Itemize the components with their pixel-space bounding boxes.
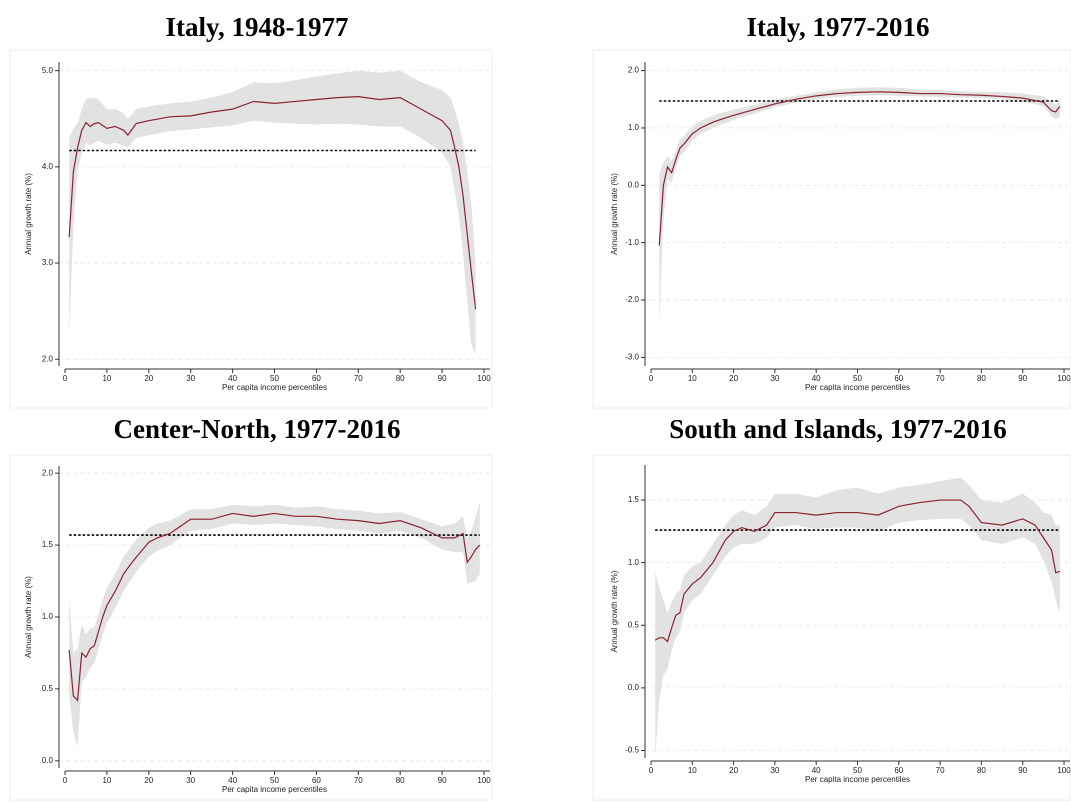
y-tick-label: 1.0 bbox=[628, 123, 640, 132]
y-tick-label: 1.5 bbox=[628, 495, 640, 504]
y-tick-label: 0.0 bbox=[628, 683, 640, 692]
x-tick-label: 70 bbox=[936, 766, 945, 775]
y-tick-label: 5.0 bbox=[42, 66, 54, 75]
x-tick-label: 50 bbox=[270, 374, 279, 383]
panel-title: South and Islands, 1977-2016 bbox=[669, 414, 1007, 444]
y-tick-label: 1.0 bbox=[42, 612, 54, 621]
x-tick-label: 10 bbox=[102, 776, 111, 785]
x-tick-label: 40 bbox=[228, 776, 237, 785]
panel-title: Center-North, 1977-2016 bbox=[114, 414, 401, 444]
x-tick-label: 70 bbox=[354, 374, 363, 383]
y-tick-label: 0.0 bbox=[628, 180, 640, 189]
x-tick-label: 20 bbox=[729, 374, 738, 383]
x-tick-label: 100 bbox=[477, 374, 491, 383]
x-tick-label: 70 bbox=[936, 374, 945, 383]
x-tick-label: 90 bbox=[438, 374, 447, 383]
x-tick-label: 10 bbox=[688, 766, 697, 775]
confidence-band bbox=[69, 501, 480, 747]
y-tick-label: -1.0 bbox=[625, 238, 639, 247]
x-tick-label: 100 bbox=[477, 776, 491, 785]
x-tick-label: 50 bbox=[270, 776, 279, 785]
panel: Italy, 1977-2016 -3.0 -2.0 -1.0 0.0 1.0 2.0 0 10… bbox=[592, 12, 1071, 409]
y-axis-label: Annual growth rate (%) bbox=[610, 570, 619, 652]
x-tick-label: 60 bbox=[312, 776, 321, 785]
x-tick-label: 10 bbox=[688, 374, 697, 383]
y-tick-label: 3.0 bbox=[42, 258, 54, 267]
y-tick-label: -3.0 bbox=[625, 353, 639, 362]
x-tick-label: 0 bbox=[63, 776, 68, 785]
growth-curve bbox=[658, 91, 1061, 246]
x-tick-label: 80 bbox=[396, 374, 405, 383]
x-tick-label: 30 bbox=[770, 374, 779, 383]
y-tick-label: 0.5 bbox=[628, 620, 640, 629]
x-tick-label: 20 bbox=[144, 374, 153, 383]
y-axis-label: Annual growth rate (%) bbox=[24, 576, 33, 658]
x-tick-label: 80 bbox=[977, 374, 986, 383]
x-tick-label: 90 bbox=[438, 776, 447, 785]
y-tick-label: 4.0 bbox=[42, 162, 54, 171]
x-tick-label: 20 bbox=[144, 776, 153, 785]
panel-title: Italy, 1948-1977 bbox=[165, 12, 348, 42]
x-tick-label: 60 bbox=[312, 374, 321, 383]
x-axis-label: Per capita income percentiles bbox=[222, 383, 327, 392]
confidence-band bbox=[655, 477, 1060, 757]
panel: Center-North, 1977-2016 0.0 0.5 1.0 1.5 2.0 0 1… bbox=[9, 414, 493, 801]
x-tick-label: 80 bbox=[396, 776, 405, 785]
x-tick-label: 40 bbox=[812, 374, 821, 383]
x-tick-label: 60 bbox=[894, 374, 903, 383]
x-tick-label: 40 bbox=[228, 374, 237, 383]
growth-curve bbox=[654, 499, 1061, 643]
x-tick-label: 100 bbox=[1057, 374, 1071, 383]
x-tick-label: 40 bbox=[812, 766, 821, 775]
x-tick-label: 0 bbox=[649, 374, 654, 383]
y-tick-label: 2.0 bbox=[42, 468, 54, 477]
x-tick-label: 70 bbox=[354, 776, 363, 785]
confidence-band bbox=[69, 70, 476, 355]
x-tick-label: 50 bbox=[853, 374, 862, 383]
growth-curve bbox=[68, 96, 477, 310]
x-tick-label: 100 bbox=[1057, 766, 1071, 775]
x-tick-label: 80 bbox=[977, 766, 986, 775]
y-tick-label: 0.5 bbox=[42, 684, 54, 693]
y-tick-label: 1.5 bbox=[42, 540, 54, 549]
x-tick-label: 0 bbox=[63, 374, 68, 383]
x-axis-label: Per capita income percentiles bbox=[222, 785, 327, 794]
panel-frame bbox=[9, 454, 493, 801]
y-tick-label: -0.5 bbox=[625, 746, 639, 755]
growth-curve bbox=[68, 512, 481, 702]
confidence-band bbox=[659, 87, 1060, 323]
x-axis-label: Per capita income percentiles bbox=[805, 775, 910, 784]
panel: South and Islands, 1977-2016 -0.5 0.0 0.5 1.… bbox=[592, 414, 1071, 801]
x-tick-label: 30 bbox=[770, 766, 779, 775]
panel-frame bbox=[592, 49, 1071, 409]
x-tick-label: 60 bbox=[894, 766, 903, 775]
panel-title: Italy, 1977-2016 bbox=[746, 12, 929, 42]
x-tick-label: 10 bbox=[102, 374, 111, 383]
x-tick-label: 20 bbox=[729, 766, 738, 775]
y-axis-label: Annual growth rate (%) bbox=[24, 173, 33, 255]
x-tick-label: 0 bbox=[649, 766, 654, 775]
x-tick-label: 90 bbox=[1018, 374, 1027, 383]
x-tick-label: 90 bbox=[1018, 766, 1027, 775]
panel-frame bbox=[9, 49, 493, 409]
y-axis-label: Annual growth rate (%) bbox=[610, 173, 619, 255]
x-tick-label: 30 bbox=[186, 776, 195, 785]
y-tick-label: 2.0 bbox=[42, 354, 54, 363]
x-axis-label: Per capita income percentiles bbox=[805, 383, 910, 392]
x-tick-label: 50 bbox=[853, 766, 862, 775]
y-tick-label: 0.0 bbox=[42, 756, 54, 765]
y-tick-label: -2.0 bbox=[625, 295, 639, 304]
x-tick-label: 30 bbox=[186, 374, 195, 383]
panel: Italy, 1948-1977 2.0 3.0 4.0 5.0 0 10 20 30 40 50 6… bbox=[9, 12, 493, 409]
y-tick-label: 1.0 bbox=[628, 558, 640, 567]
panel-frame bbox=[592, 454, 1071, 801]
y-tick-label: 2.0 bbox=[628, 66, 640, 75]
